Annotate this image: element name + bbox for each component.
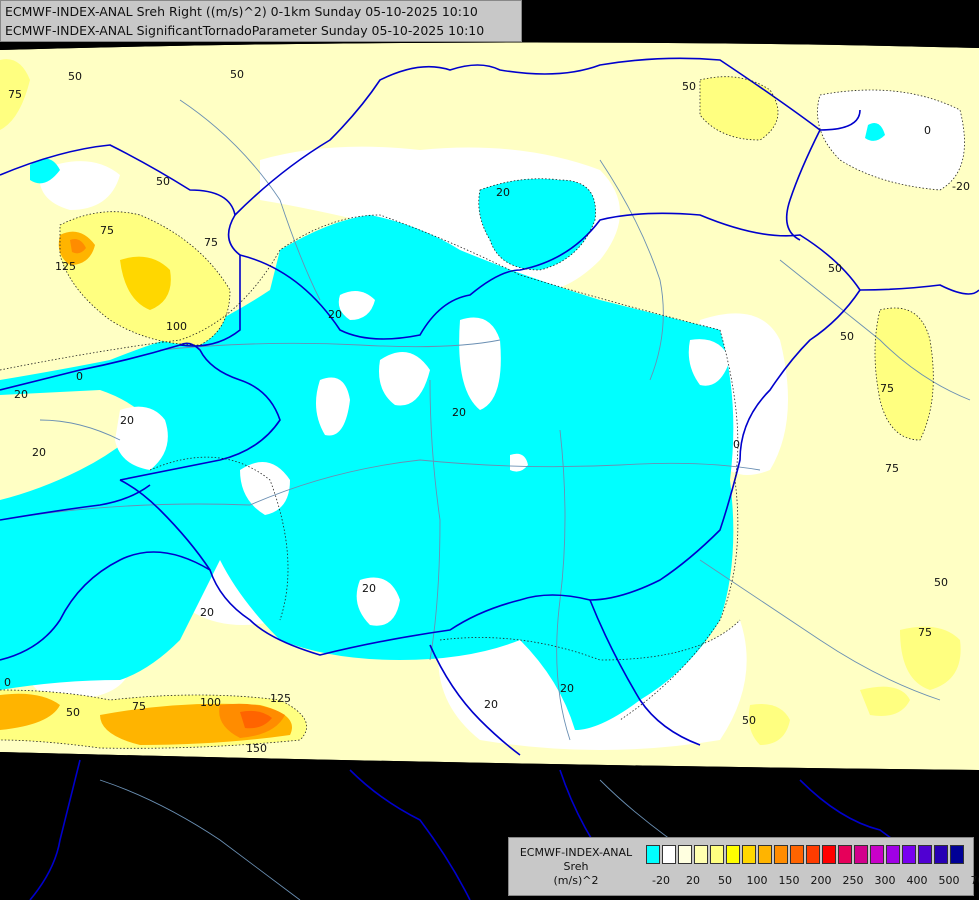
contour-label-0-e: 0 (733, 438, 740, 451)
legend-swatch-9 (790, 845, 804, 864)
contour-label-125-sw: 125 (270, 692, 291, 705)
contour-label-0-sw: 0 (4, 676, 11, 689)
title-box: ECMWF-INDEX-ANAL Sreh Right ((m/s)^2) 0-… (0, 0, 522, 42)
legend-swatch-14 (870, 845, 884, 864)
contour-label-0-w: 0 (76, 370, 83, 383)
contour-label-50-e1: 50 (828, 262, 842, 275)
contour-label-100-sw: 100 (200, 696, 221, 709)
contour-label-75-nw: 75 (8, 88, 22, 101)
contour-label-20-w1: 20 (496, 186, 510, 199)
contour-label-150-sw: 150 (246, 742, 267, 755)
contour-label-20-w2: 20 (14, 388, 28, 401)
title-line-1: ECMWF-INDEX-ANAL Sreh Right ((m/s)^2) 0-… (5, 4, 478, 19)
contour-labels: 75 50 50 50 0 20 50 75 75 125 100 0 20 20 20 20 20 20 20 20… (4, 68, 970, 755)
contour-label-50-w: 50 (156, 175, 170, 188)
legend-tick-label: 700 (970, 874, 979, 887)
legend-tick-label: 50 (718, 874, 732, 887)
legend-swatch-4 (710, 845, 724, 864)
legend-swatch-7 (758, 845, 772, 864)
legend-swatch-1 (662, 845, 676, 864)
legend-swatch-11 (822, 845, 836, 864)
legend-tick-label: 20 (686, 874, 700, 887)
legend-ticks: -20 20 50 100 150 200 250 300 400 500 700 (646, 874, 979, 890)
legend-variable: Sreh (563, 860, 589, 873)
contour-label-75-sw: 75 (132, 700, 146, 713)
contour-label-50-ne: 50 (682, 80, 696, 93)
contour-label-100-w: 100 (166, 320, 187, 333)
legend-swatch-5 (726, 845, 740, 864)
contour-label-50-n1: 50 (230, 68, 244, 81)
legend-tick-label: 200 (810, 874, 832, 887)
color-legend: ECMWF-INDEX-ANAL Sreh (m/s)^2 -20 20 50 100… (508, 837, 979, 896)
legend-swatch-15 (886, 845, 900, 864)
legend-tick-label: -20 (652, 874, 670, 887)
contour-label-75-e3: 75 (918, 626, 932, 639)
contour-label-20-w3: 20 (120, 414, 134, 427)
legend-tick-label: 300 (874, 874, 896, 887)
contour-label-20-se: 20 (560, 682, 574, 695)
contour-label-20-c2: 20 (452, 406, 466, 419)
contour-label-20-c4: 20 (200, 606, 214, 619)
legend-swatch-2 (678, 845, 692, 864)
legend-swatch-6 (742, 845, 756, 864)
legend-tick-label: 100 (746, 874, 768, 887)
contour-label-50-e3: 50 (934, 576, 948, 589)
rivers (0, 99, 971, 900)
legend-swatch-17 (918, 845, 932, 864)
legend-swatch-3 (694, 845, 708, 864)
contour-label-0-ne: 0 (924, 124, 931, 137)
contour-label-75-e1: 75 (880, 382, 894, 395)
contour-label-50-se: 50 (742, 714, 756, 727)
legend-swatch-19 (950, 845, 964, 864)
contour-label--20-ne: -20 (952, 180, 970, 193)
field-zero-holes (115, 291, 730, 626)
title-line-2: ECMWF-INDEX-ANAL SignificantTornadoParam… (5, 23, 485, 38)
legend-swatch-10 (806, 845, 820, 864)
legend-tick-label: 250 (842, 874, 864, 887)
legend-swatch-13 (854, 845, 868, 864)
legend-swatch-12 (838, 845, 852, 864)
legend-swatch-8 (774, 845, 788, 864)
legend-swatch-0 (646, 845, 660, 864)
legend-unit: (m/s)^2 (553, 874, 599, 887)
legend-swatch-16 (902, 845, 916, 864)
contour-label-20-c1: 20 (328, 308, 342, 321)
legend-source: ECMWF-INDEX-ANAL (519, 846, 633, 859)
legend-tick-label: 500 (938, 874, 960, 887)
contour-label-50-n2: 50 (68, 70, 82, 83)
legend-tick-label: 400 (906, 874, 928, 887)
legend-caption: ECMWF-INDEX-ANAL Sreh (m/s)^2 (511, 846, 641, 888)
contour-label-50-e2: 50 (840, 330, 854, 343)
contour-label-75-w2: 75 (204, 236, 218, 249)
legend-tick-label: 150 (778, 874, 800, 887)
field-orange (0, 231, 292, 745)
contour-lines (0, 76, 965, 749)
contour-label-20-w4: 20 (32, 446, 46, 459)
contour-label-20-s: 20 (484, 698, 498, 711)
contour-label-20-c3: 20 (362, 582, 376, 595)
legend-colorbar (646, 845, 966, 866)
contour-label-125-w: 125 (55, 260, 76, 273)
contour-label-75-e2: 75 (885, 462, 899, 475)
contour-label-50-sw: 50 (66, 706, 80, 719)
contour-label-75-w1: 75 (100, 224, 114, 237)
legend-swatch-18 (934, 845, 948, 864)
